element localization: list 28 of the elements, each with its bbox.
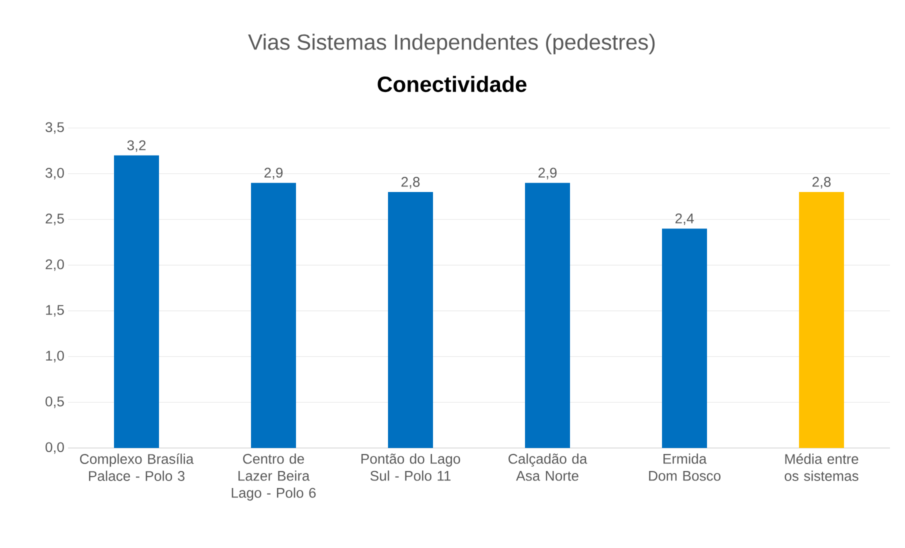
x-tick-label: Ermida Dom Bosco — [649, 454, 720, 481]
bar — [251, 182, 296, 448]
data-label: 2,9 — [538, 168, 557, 180]
x-tick-label: Centro de Lazer Beira Lago - Polo 6 — [232, 454, 316, 501]
y-tick-label: 2,0 — [46, 259, 64, 271]
y-tick-label: 0,0 — [46, 442, 64, 454]
data-label: 2,8 — [812, 176, 831, 188]
bar — [388, 192, 434, 448]
y-tick-label: 1,5 — [46, 305, 64, 317]
bar — [525, 182, 570, 448]
x-tick-label: Complexo Brasília Palace - Polo 3 — [80, 454, 194, 481]
y-tick-label: 0,5 — [46, 396, 64, 408]
y-tick-label: 1,0 — [46, 350, 64, 362]
bar — [114, 155, 159, 448]
x-tick-label: Pontão do Lago Sul - Polo 11 — [361, 454, 460, 481]
chart-title: Vias Sistemas Independentes (pedestres) — [248, 34, 655, 54]
data-label: 2,8 — [401, 176, 420, 188]
y-tick-label: 3,5 — [46, 122, 64, 134]
y-tick-label: 2,5 — [46, 214, 64, 226]
x-tick-label: Calçadão da Asa Norte — [508, 454, 588, 481]
chart-subtitle: Conectividade — [378, 76, 526, 92]
bar — [799, 192, 844, 448]
x-tick-label: Média entre os sistemas — [784, 454, 858, 481]
data-label: 3,2 — [127, 140, 146, 152]
data-label: 2,4 — [675, 213, 694, 226]
data-label: 2,9 — [264, 168, 283, 180]
y-tick-label: 3,0 — [46, 168, 64, 180]
bar — [662, 228, 708, 448]
